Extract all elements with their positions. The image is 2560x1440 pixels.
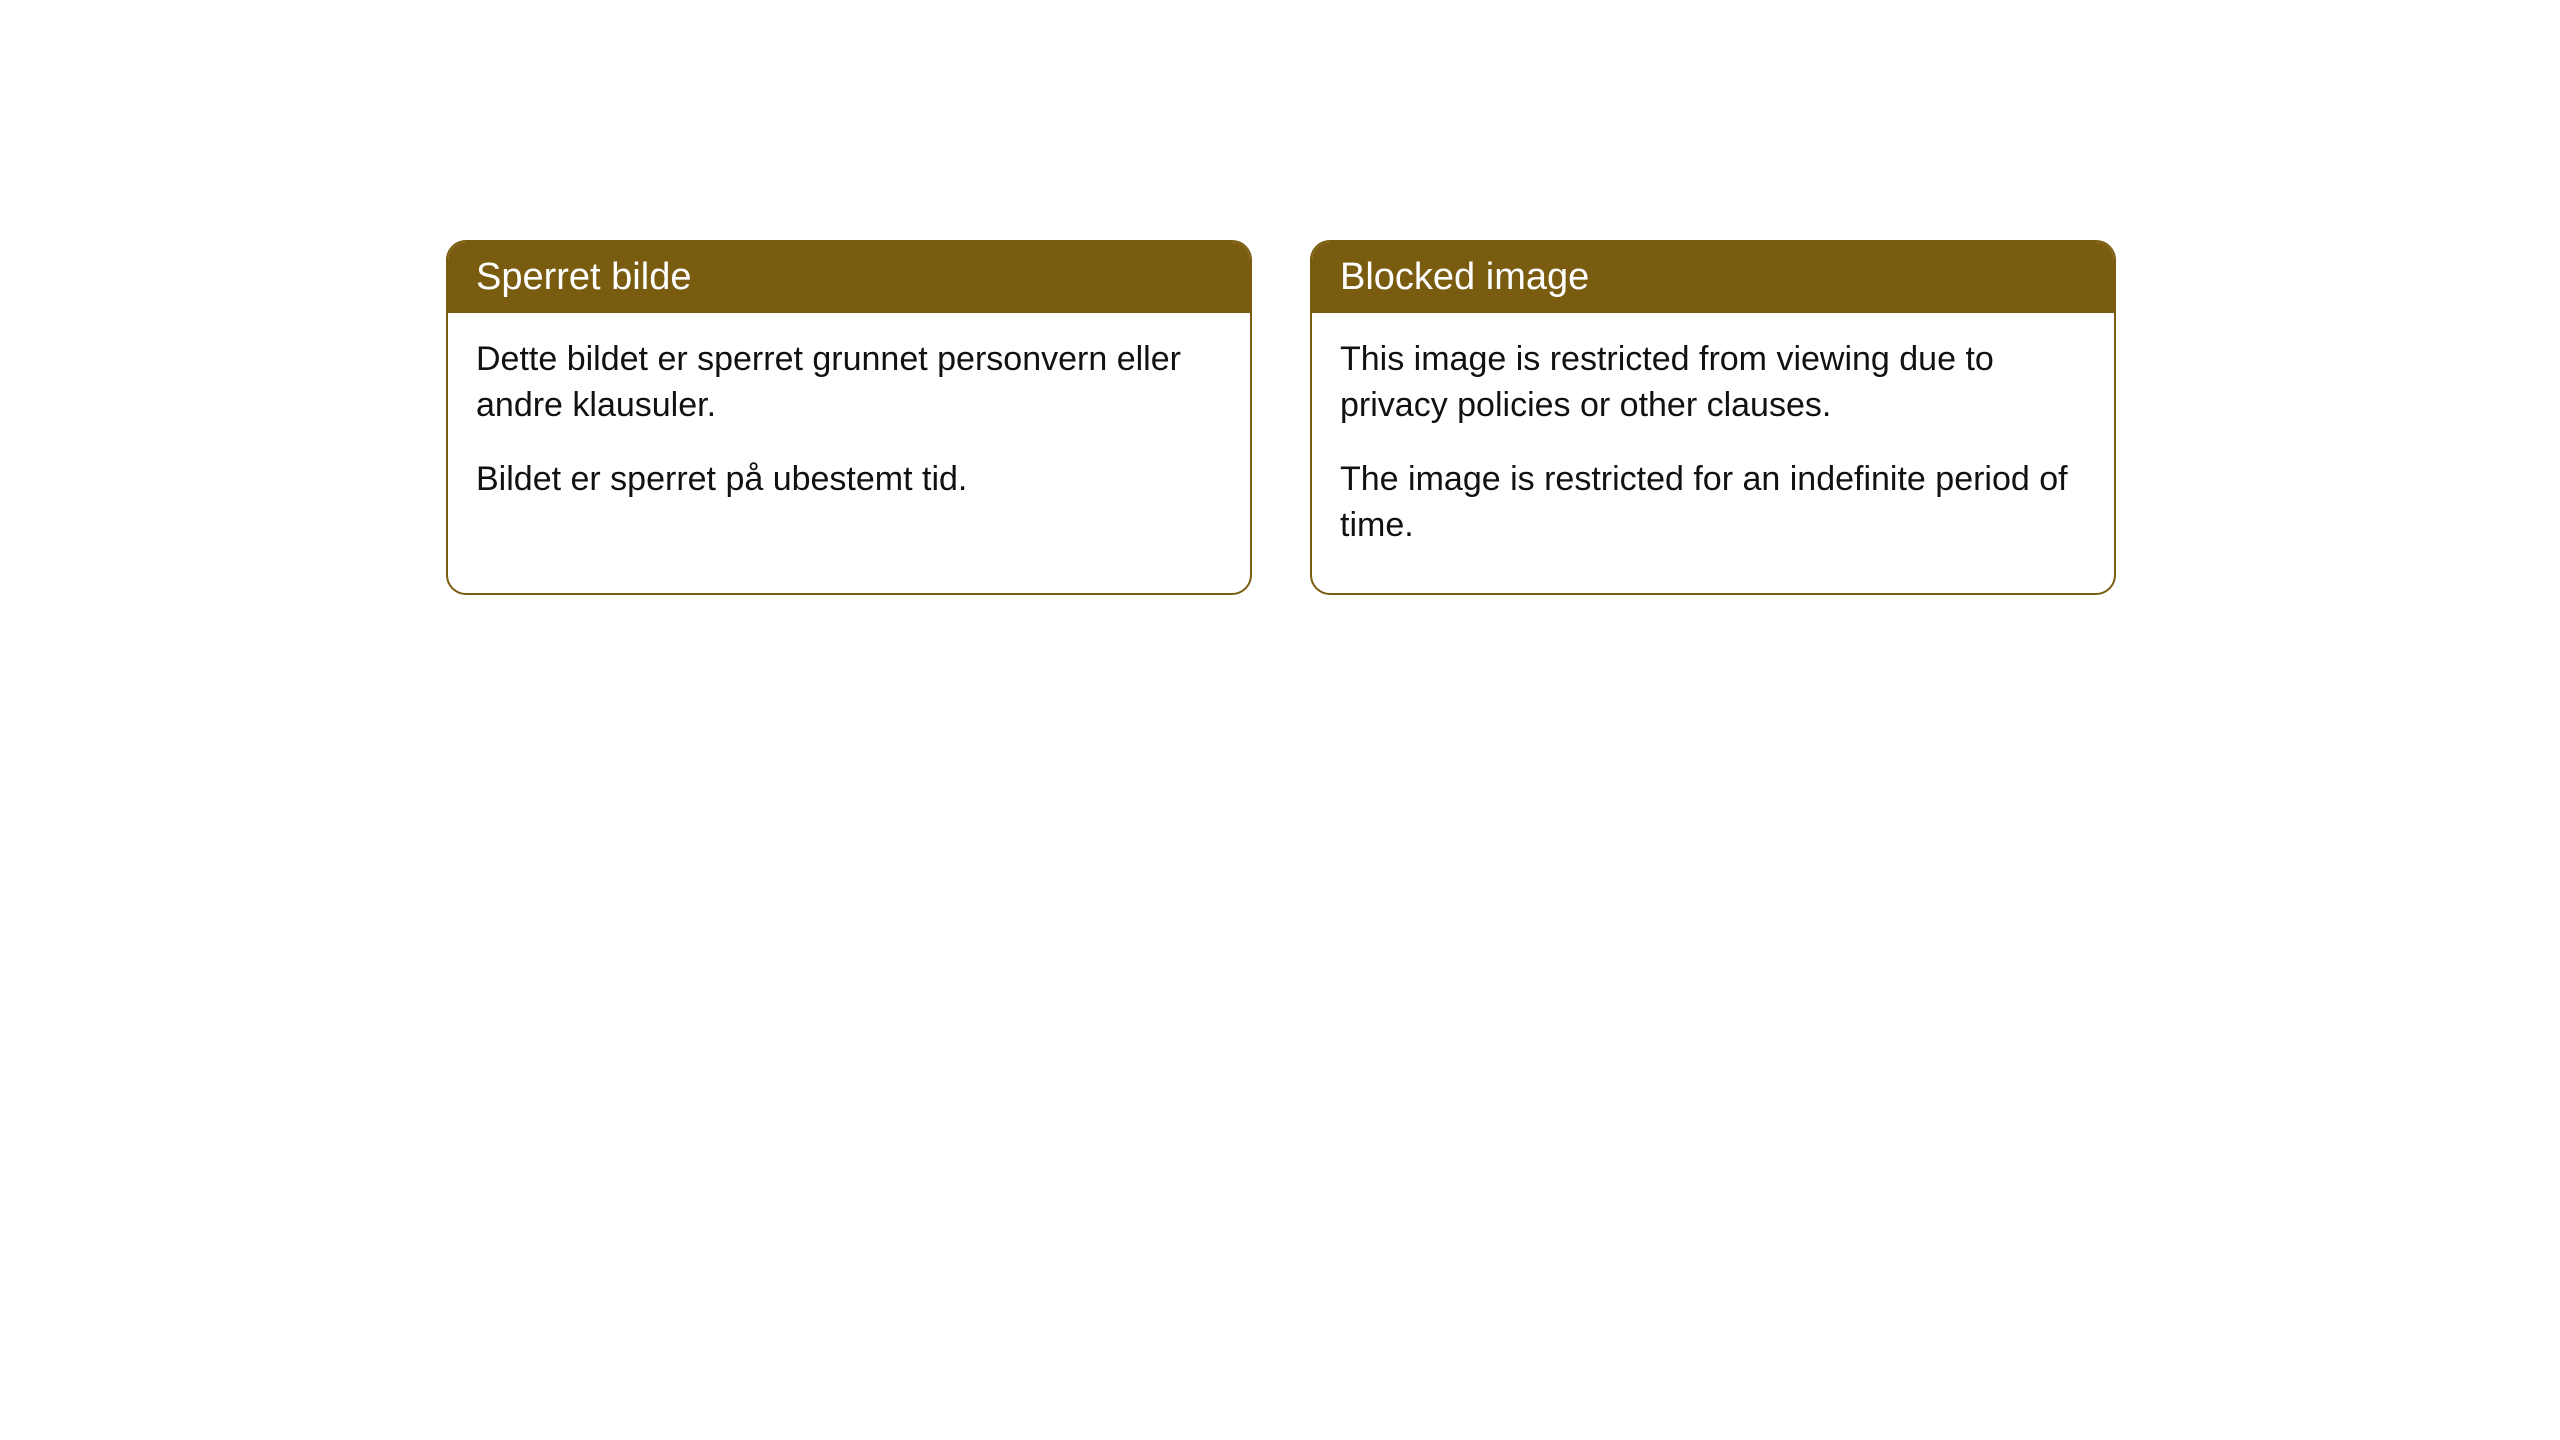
card-header-norwegian: Sperret bilde xyxy=(448,242,1250,313)
card-body-line1-english: This image is restricted from viewing du… xyxy=(1340,337,2086,429)
notice-cards-container: Sperret bilde Dette bildet er sperret gr… xyxy=(446,240,2116,595)
card-body-line2-english: The image is restricted for an indefinit… xyxy=(1340,457,2086,549)
card-header-english: Blocked image xyxy=(1312,242,2114,313)
card-body-line1-norwegian: Dette bildet er sperret grunnet personve… xyxy=(476,337,1222,429)
card-body-norwegian: Dette bildet er sperret grunnet personve… xyxy=(448,313,1250,547)
blocked-image-card-norwegian: Sperret bilde Dette bildet er sperret gr… xyxy=(446,240,1252,595)
card-body-line2-norwegian: Bildet er sperret på ubestemt tid. xyxy=(476,457,1222,503)
blocked-image-card-english: Blocked image This image is restricted f… xyxy=(1310,240,2116,595)
card-body-english: This image is restricted from viewing du… xyxy=(1312,313,2114,593)
